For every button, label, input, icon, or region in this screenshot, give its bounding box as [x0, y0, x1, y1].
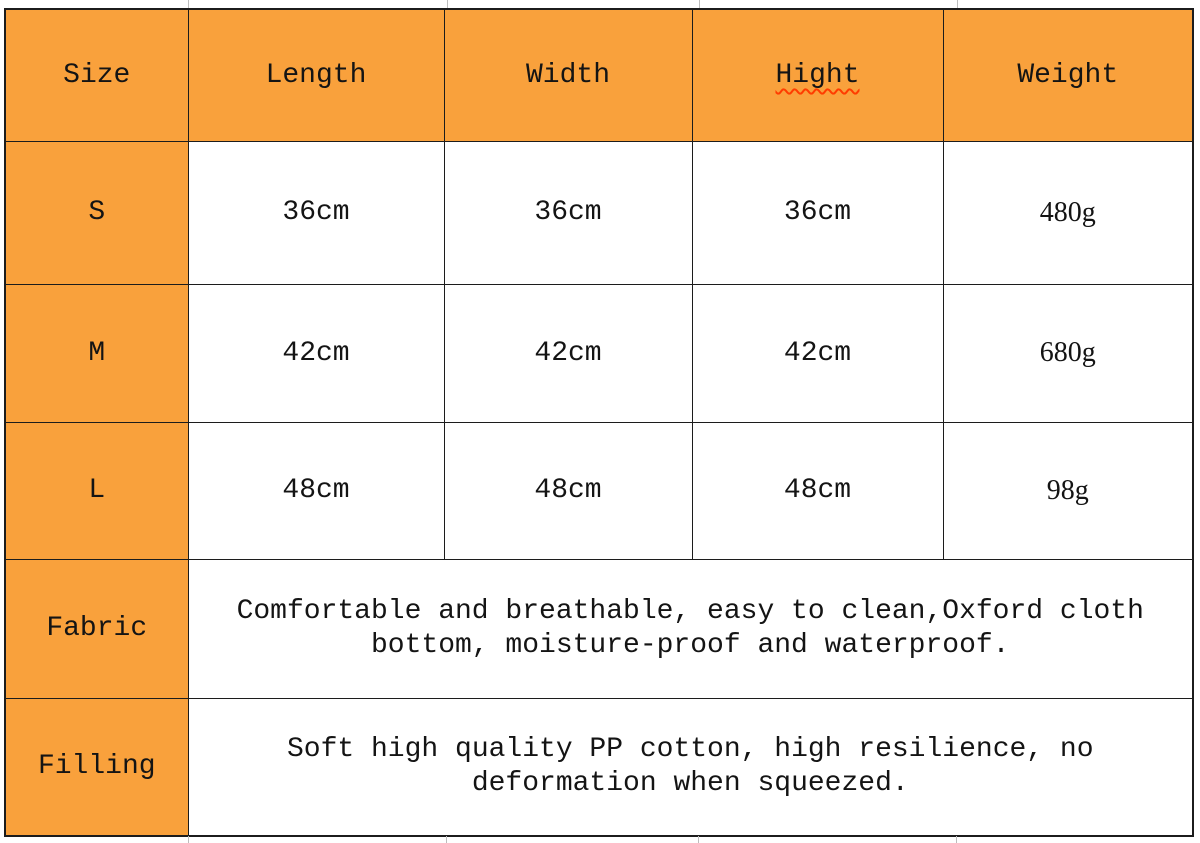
size-label-cell: S — [4, 140, 189, 285]
value-cell: 36cm — [187, 140, 445, 285]
size-chart-table: Size Length Width Hight Weight S 36cm 36… — [4, 8, 1194, 837]
header-cell-size: Size — [4, 8, 189, 142]
fabric-text-cell: Comfortable and breathable, easy to clea… — [187, 558, 1194, 699]
value-cell: 42cm — [443, 283, 693, 423]
weight-cell: 98g — [942, 421, 1194, 560]
weight-cell: 680g — [942, 283, 1194, 423]
gridline-tick — [957, 0, 958, 8]
fabric-label-cell: Fabric — [4, 558, 189, 699]
table-row-m: M 42cm 42cm 42cm 680g — [4, 283, 1194, 423]
value-cell: 48cm — [187, 421, 445, 560]
value-cell: 36cm — [443, 140, 693, 285]
gridline-tick — [698, 836, 699, 843]
header-cell-length: Length — [187, 8, 445, 142]
value-cell: 48cm — [443, 421, 693, 560]
gridline-tick — [188, 836, 189, 843]
header-cell-width: Width — [443, 8, 693, 142]
header-row: Size Length Width Hight Weight — [4, 8, 1194, 142]
filling-text-cell: Soft high quality PP cotton, high resili… — [187, 697, 1194, 837]
header-cell-hight: Hight — [691, 8, 944, 142]
value-cell: 42cm — [187, 283, 445, 423]
size-label-cell: L — [4, 421, 189, 560]
value-cell: 36cm — [691, 140, 944, 285]
size-label-cell: M — [4, 283, 189, 423]
gridline-tick — [447, 0, 448, 8]
gridline-tick — [956, 836, 957, 843]
gridline-tick — [446, 836, 447, 843]
table-row-fabric: Fabric Comfortable and breathable, easy … — [4, 558, 1194, 699]
value-cell: 42cm — [691, 283, 944, 423]
filling-label-cell: Filling — [4, 697, 189, 837]
table-row-filling: Filling Soft high quality PP cotton, hig… — [4, 697, 1194, 837]
weight-cell: 480g — [942, 140, 1194, 285]
table-row-s: S 36cm 36cm 36cm 480g — [4, 140, 1194, 285]
table-row-l: L 48cm 48cm 48cm 98g — [4, 421, 1194, 560]
gridline-tick — [699, 0, 700, 8]
misspelled-word: Hight — [775, 59, 860, 91]
value-cell: 48cm — [691, 421, 944, 560]
gridline-tick — [188, 0, 189, 8]
header-cell-weight: Weight — [942, 8, 1194, 142]
